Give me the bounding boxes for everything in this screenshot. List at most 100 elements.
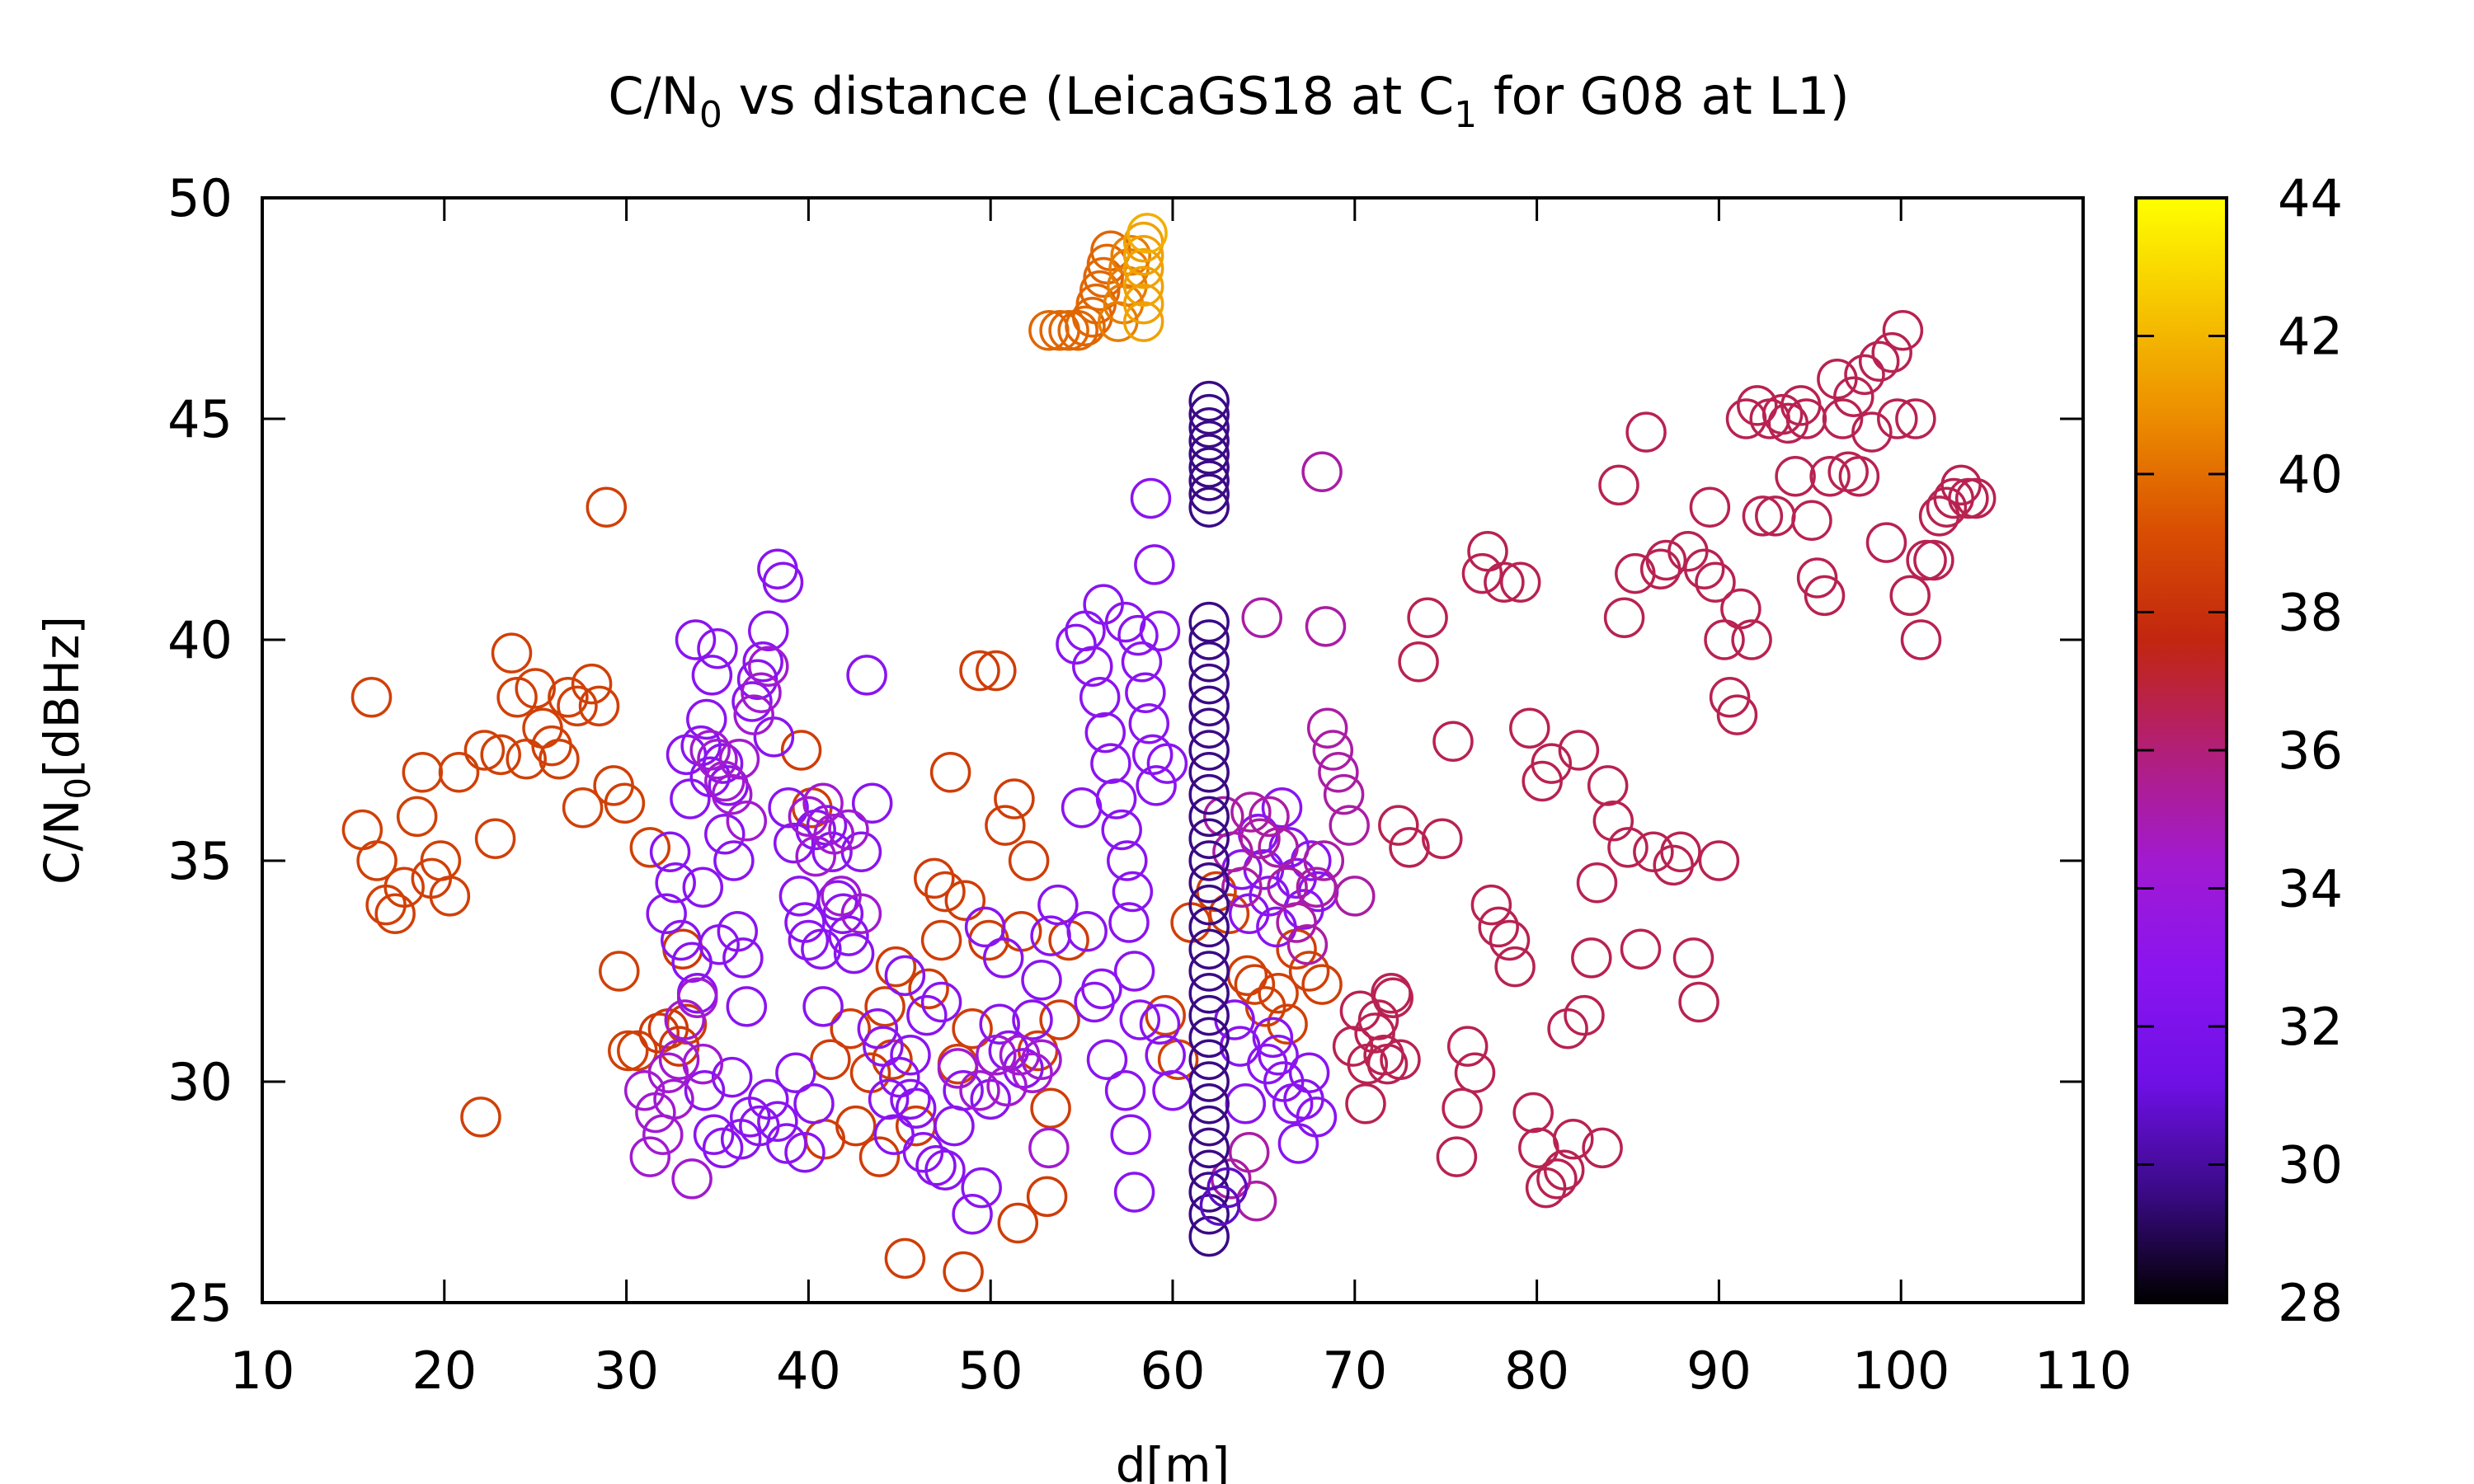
data-point xyxy=(1553,1118,1594,1160)
data-point xyxy=(1108,902,1150,943)
data-point xyxy=(884,1237,926,1280)
data-point xyxy=(463,730,506,771)
data-point xyxy=(655,862,696,904)
data-point xyxy=(1188,818,1230,859)
data-point xyxy=(1188,473,1230,514)
data-point xyxy=(1645,539,1687,581)
data-point xyxy=(396,796,438,838)
data-point xyxy=(1139,610,1181,652)
data-point xyxy=(670,778,711,819)
data-point xyxy=(906,994,948,1036)
data-point xyxy=(693,1114,735,1156)
plot-frame xyxy=(261,196,2085,1304)
data-point xyxy=(1838,455,1880,497)
data-point xyxy=(1809,455,1851,497)
data-point xyxy=(1188,796,1230,838)
data-point xyxy=(1146,743,1188,784)
data-point xyxy=(664,999,706,1040)
data-point xyxy=(801,928,842,970)
x-tick-label: 90 xyxy=(1686,1341,1752,1401)
data-point xyxy=(629,1136,671,1177)
data-point xyxy=(1345,1083,1386,1125)
data-point xyxy=(959,1069,1000,1111)
data-point xyxy=(1083,256,1124,298)
data-point xyxy=(1188,460,1230,501)
data-point xyxy=(548,676,589,718)
data-point xyxy=(793,1083,835,1125)
data-point xyxy=(1900,619,1942,660)
data-point xyxy=(1188,1105,1230,1147)
data-point xyxy=(1030,1087,1071,1129)
x-tick-label: 40 xyxy=(776,1341,841,1401)
data-point xyxy=(1012,999,1053,1040)
data-point xyxy=(697,738,738,780)
data-point xyxy=(1775,455,1816,497)
colorbar-tick-label: 32 xyxy=(2278,997,2343,1057)
data-point xyxy=(1833,376,1874,417)
colorbar-tick-label: 42 xyxy=(2278,307,2343,367)
data-point xyxy=(429,876,471,917)
data-point xyxy=(1188,973,1230,1014)
x-tick-label: 50 xyxy=(958,1341,1023,1401)
data-point xyxy=(1110,234,1151,276)
data-point xyxy=(1239,818,1281,859)
data-point xyxy=(691,655,733,696)
data-point xyxy=(1305,606,1347,647)
data-point xyxy=(726,801,768,842)
data-point xyxy=(964,906,1006,948)
data-point xyxy=(1720,588,1761,630)
data-point xyxy=(1366,1043,1409,1085)
x-tick-label: 60 xyxy=(1141,1341,1206,1401)
data-point xyxy=(1188,685,1230,727)
data-point xyxy=(1877,398,1918,439)
data-point xyxy=(350,676,393,718)
data-point xyxy=(1329,805,1370,846)
data-point xyxy=(929,752,971,793)
data-point xyxy=(491,632,533,674)
data-point xyxy=(682,866,724,908)
data-point xyxy=(1056,623,1097,665)
data-point xyxy=(1079,676,1121,718)
y-tick-label: 30 xyxy=(167,1052,233,1112)
data-point xyxy=(562,787,604,829)
data-point xyxy=(1286,924,1329,965)
data-point xyxy=(1695,561,1736,603)
data-point xyxy=(1188,1039,1230,1080)
data-point xyxy=(875,946,917,988)
data-point xyxy=(1625,411,1667,453)
data-point xyxy=(1267,1003,1308,1045)
data-point xyxy=(1188,862,1230,904)
data-point xyxy=(1188,752,1230,793)
data-point xyxy=(813,814,855,855)
data-point xyxy=(1531,743,1573,784)
data-point xyxy=(1422,818,1463,859)
colorbar-tick-label: 30 xyxy=(2278,1135,2343,1195)
colorbar-tick-label: 44 xyxy=(2278,168,2343,228)
data-point xyxy=(1478,906,1519,948)
data-point xyxy=(1230,791,1272,833)
data-point xyxy=(658,1039,700,1080)
data-point xyxy=(1028,1127,1070,1169)
data-point xyxy=(1126,213,1168,254)
x-tick-label: 30 xyxy=(594,1341,659,1401)
data-point xyxy=(1130,477,1172,519)
data-point xyxy=(858,1136,901,1177)
data-point xyxy=(1407,597,1448,638)
y-tick-label: 40 xyxy=(167,610,233,670)
data-point xyxy=(1188,707,1230,749)
data-point xyxy=(1221,866,1263,908)
data-point xyxy=(884,955,926,997)
data-point xyxy=(1104,1069,1146,1111)
data-point xyxy=(1188,406,1230,448)
data-point xyxy=(1761,393,1804,435)
data-point xyxy=(762,561,804,603)
data-point xyxy=(1026,1176,1068,1218)
data-point xyxy=(1277,1123,1319,1164)
data-point xyxy=(982,937,1024,979)
data-point xyxy=(1225,1083,1267,1125)
data-point xyxy=(1454,1052,1496,1094)
data-point xyxy=(1188,928,1230,970)
data-point xyxy=(1547,1007,1588,1050)
data-point xyxy=(638,1012,680,1054)
